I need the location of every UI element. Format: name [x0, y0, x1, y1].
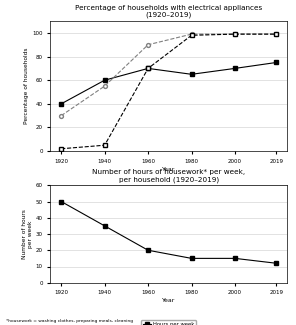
Y-axis label: Number of hours
per week: Number of hours per week	[22, 209, 33, 259]
X-axis label: Year: Year	[162, 166, 176, 172]
Title: Percentage of households with electrical appliances
(1920–2019): Percentage of households with electrical…	[75, 5, 262, 19]
Legend: Washing machine, Refrigerator, Vacuum cleaner: Washing machine, Refrigerator, Vacuum cl…	[95, 192, 242, 202]
Text: *housework = washing clothes, preparing meals, cleaning: *housework = washing clothes, preparing …	[6, 319, 133, 323]
Title: Number of hours of housework* per week,
per household (1920–2019): Number of hours of housework* per week, …	[92, 169, 245, 183]
Legend: Hours per week: Hours per week	[141, 319, 196, 325]
X-axis label: Year: Year	[162, 298, 176, 303]
Y-axis label: Percentage of households: Percentage of households	[24, 48, 29, 124]
